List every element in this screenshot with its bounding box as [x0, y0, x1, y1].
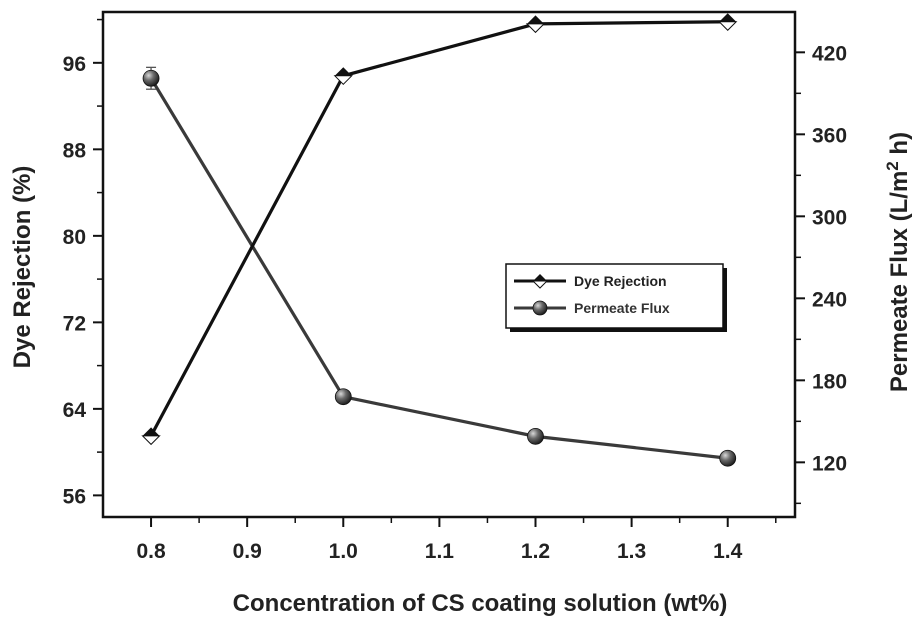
data-point-permeate-flux: [142, 69, 160, 87]
legend-box: [505, 263, 724, 329]
left-y-tick-label: 88: [63, 139, 87, 162]
data-point-dye-rejection-highlight: [525, 23, 546, 34]
right-y-axis-ticks: 120 180 240 300 360 420: [795, 42, 847, 505]
series-line-dye-rejection: [149, 20, 728, 437]
data-point-permeate-flux: [527, 427, 544, 445]
legend-label-dye-rejection: Dye Rejection: [574, 273, 667, 289]
right-y-tick-label: 240: [812, 288, 847, 311]
right-y-tick-label: 180: [812, 370, 847, 393]
plot-frame: [101, 10, 797, 519]
right-y-axis-title: Permeate Flux (L/m2 h): [883, 132, 913, 392]
data-point-permeate-flux: [719, 449, 737, 467]
left-y-tick-label: 72: [63, 312, 86, 335]
data-point-dye-rejection-highlight: [333, 75, 353, 86]
legend-label-permeate-flux: Permeate Flux: [574, 300, 670, 316]
right-y-tick-label: 300: [812, 206, 847, 229]
x-axis-ticks: 0.8 0.9 1.0 1.1 1.2 1.3 1.4: [136, 517, 777, 563]
left-y-tick-label: 80: [63, 226, 86, 249]
x-axis-title: Concentration of CS coating solution (wt…: [233, 590, 728, 617]
x-tick-label: 1.0: [329, 540, 358, 563]
x-tick-label: 1.3: [617, 540, 646, 563]
data-point-dye-rejection-highlight: [141, 435, 161, 446]
legend: Dye Rejection Permeate Flux: [505, 263, 727, 332]
right-y-tick-label: 360: [812, 124, 847, 147]
x-tick-label: 1.4: [713, 540, 743, 563]
x-tick-label: 0.9: [233, 540, 262, 563]
right-y-tick-label: 120: [812, 452, 847, 475]
left-y-tick-label: 56: [63, 485, 86, 508]
series-layer: [141, 13, 738, 467]
left-y-axis-title: Dye Rejection (%): [9, 166, 36, 369]
legend-marker-diamond-highlight: [531, 280, 549, 289]
x-tick-label: 1.1: [425, 540, 455, 563]
legend-item-permeate-flux: Permeate Flux: [514, 300, 670, 316]
series-line-permeate-flux: [149, 77, 728, 460]
x-tick-label: 0.8: [136, 540, 166, 563]
x-tick-label: 1.2: [521, 540, 550, 563]
left-y-axis-ticks: 56 64 72 80 88 96: [63, 18, 103, 508]
legend-marker-sphere: [532, 300, 548, 316]
left-y-tick-label: 96: [63, 53, 86, 76]
data-point-permeate-flux: [334, 388, 352, 406]
data-point-dye-rejection-highlight: [718, 21, 738, 31]
right-y-tick-label: 420: [812, 42, 847, 65]
legend-item-dye-rejection: Dye Rejection: [514, 273, 667, 289]
left-y-tick-label: 64: [63, 399, 87, 422]
